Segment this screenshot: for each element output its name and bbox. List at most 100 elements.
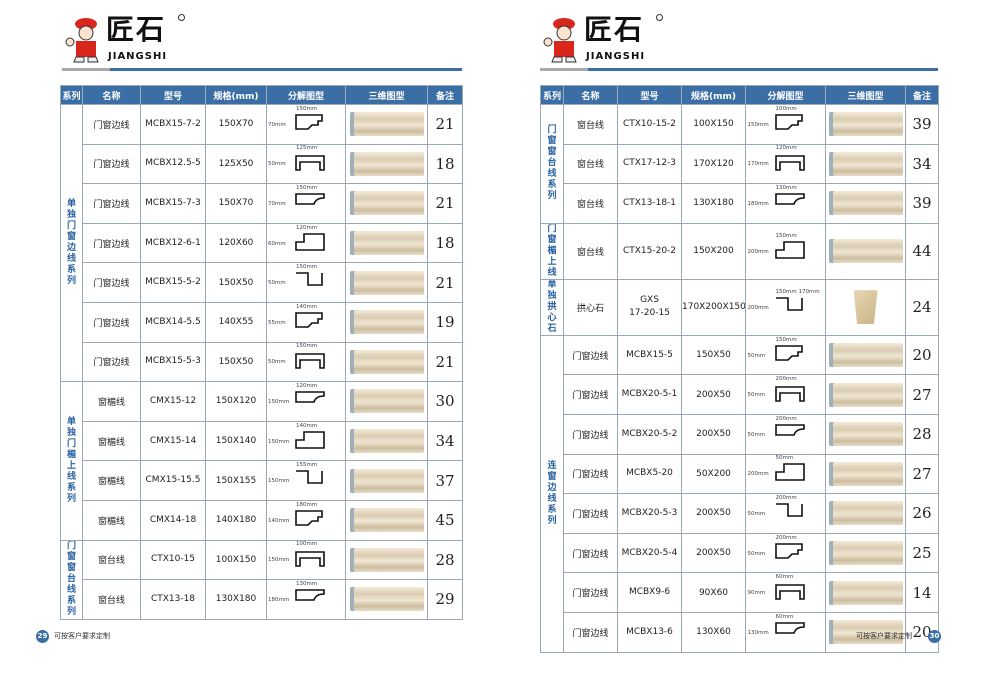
product-model: MCBX20-5-2 bbox=[617, 413, 682, 455]
3d-render bbox=[345, 460, 428, 501]
product-note: 30 bbox=[427, 381, 463, 422]
table-row: 门窗边线 MCBX20-5-3 200X50 200mm 50mm 26 bbox=[541, 493, 939, 534]
molding-image bbox=[349, 587, 424, 612]
profile-drawing: 100mm 150mm bbox=[745, 104, 826, 145]
product-name: 门窗边线 bbox=[82, 341, 141, 383]
profile-outline-icon bbox=[774, 344, 803, 361]
product-spec: 150X50 bbox=[681, 334, 746, 376]
product-model: CMX14-18 bbox=[140, 499, 206, 541]
profile-drawing: 150mm 50mm bbox=[266, 262, 346, 303]
profile-outline-icon bbox=[295, 193, 325, 205]
product-model: GXS 17-20-15 bbox=[617, 278, 682, 336]
profile-drawing: 150mm 50mm bbox=[266, 341, 346, 383]
table-row: 门窗窗台线系列 窗台线 CTX10-15-2 100X150 100mm 150mm 39 bbox=[540, 104, 939, 224]
column-header-series: 系列 bbox=[60, 85, 83, 105]
table-row: 门窗边线 MCBX12-6-1 120X60 120mm 60mm 18 bbox=[61, 222, 463, 264]
product-note: 34 bbox=[905, 143, 939, 185]
table-row: 门窗边线 MCBX12.5-5 125X50 125mm 50mm 18 bbox=[61, 143, 463, 185]
profile-drawing: 100mm 150mm bbox=[266, 539, 346, 581]
product-model: MCBX15-7-2 bbox=[140, 104, 206, 145]
catalog-page-left: 匠石 JIANGSHI 系列 名称 型号 规格(mm) 分解图型 三维图型 备注 单独门窗边线… bbox=[36, 13, 463, 643]
dimension-height: 200mm bbox=[747, 248, 769, 255]
product-spec: 140X55 bbox=[205, 301, 267, 343]
table-row: 窗台线 CTX13-18-1 130X180 130mm 180mm 39 bbox=[541, 183, 939, 224]
3d-render bbox=[825, 374, 906, 415]
profile-outline-icon bbox=[774, 584, 805, 600]
profile-drawing: 150mm 170mm 200mm bbox=[745, 278, 826, 336]
dimension-height: 130mm bbox=[747, 629, 769, 636]
table-row: 门窗边线 MCBX15-5-2 150X50 150mm 50mm 21 bbox=[61, 262, 463, 303]
product-name: 门窗边线 bbox=[563, 611, 618, 653]
series-cell: 门窗窗台线系列 bbox=[60, 539, 83, 620]
header-rule bbox=[62, 68, 462, 71]
footer-text: 可按客户要求定制 bbox=[856, 632, 912, 640]
molding-image bbox=[349, 508, 424, 533]
product-model: MCBX20-5-3 bbox=[617, 493, 682, 534]
product-spec: 150X70 bbox=[205, 183, 267, 224]
3d-render bbox=[345, 262, 428, 303]
dimension-height: 50mm bbox=[747, 550, 766, 557]
profile-drawing: 120mm 60mm bbox=[266, 222, 346, 264]
product-spec: 150X140 bbox=[205, 420, 267, 462]
series-label: 门窗楣上线 bbox=[547, 223, 557, 278]
molding-image bbox=[349, 112, 424, 137]
3d-render bbox=[345, 183, 428, 224]
product-spec: 150X70 bbox=[205, 104, 267, 145]
series-label: 门窗窗台线系列 bbox=[66, 541, 76, 618]
product-spec: 150X200 bbox=[681, 222, 746, 280]
column-header-note: 备注 bbox=[905, 85, 939, 105]
dimension-height: 50mm bbox=[747, 392, 766, 399]
product-name: 窗楣线 bbox=[82, 460, 141, 501]
column-header-note: 备注 bbox=[427, 85, 463, 105]
product-table: 系列 名称 型号 规格(mm) 分解图型 三维图型 备注 单独门窗边线系列 门窗边线 MCBX15… bbox=[60, 85, 463, 620]
3d-render bbox=[345, 539, 428, 581]
header-rule bbox=[540, 68, 938, 71]
product-model: CTX15-20-2 bbox=[617, 222, 682, 280]
product-note: 26 bbox=[905, 493, 939, 534]
3d-render bbox=[345, 420, 428, 462]
product-spec: 200X50 bbox=[681, 374, 746, 415]
profile-outline-icon bbox=[775, 296, 803, 311]
product-note: 27 bbox=[905, 374, 939, 415]
brand-logo: 匠石 JIANGSHI bbox=[542, 14, 666, 66]
brand-name-cn: 匠石 bbox=[106, 13, 167, 46]
product-spec: 170X120 bbox=[681, 143, 746, 185]
column-header-model: 型号 bbox=[140, 85, 206, 105]
product-note: 39 bbox=[905, 104, 939, 145]
profile-outline-icon bbox=[774, 621, 805, 634]
series-label: 单独拱心石 bbox=[547, 279, 557, 334]
molding-image bbox=[349, 191, 424, 216]
product-name: 门窗边线 bbox=[563, 453, 618, 495]
3d-render bbox=[345, 104, 428, 145]
product-model: MCBX14-5.5 bbox=[140, 301, 206, 343]
table-row: 门窗边线 MCBX9-6 90X60 60mm 90mm 14 bbox=[541, 572, 939, 613]
product-note: 20 bbox=[905, 334, 939, 376]
profile-drawing: 155mm 150mm bbox=[266, 460, 346, 501]
dimension-width: 200mm bbox=[775, 415, 797, 422]
table-row: 门窗边线 MCBX15-5-3 150X50 150mm 50mm 21 bbox=[61, 341, 463, 383]
profile-drawing: 120mm 150mm bbox=[266, 381, 346, 422]
column-header-3d-render: 三维图型 bbox=[345, 85, 428, 105]
product-name: 门窗边线 bbox=[82, 104, 141, 145]
product-spec: 150X155 bbox=[205, 460, 267, 501]
product-model: MCBX15-5-3 bbox=[140, 341, 206, 383]
3d-render bbox=[825, 453, 906, 495]
dimension-height: 170mm bbox=[747, 161, 769, 168]
molding-image bbox=[828, 541, 903, 566]
profile-drawing: 120mm 170mm bbox=[745, 143, 826, 185]
dimension-height: 200mm bbox=[747, 471, 769, 478]
product-table: 系列 名称 型号 规格(mm) 分解图型 三维图型 备注 门窗窗台线系列 窗台线 CTX10-15… bbox=[540, 85, 939, 653]
product-model: CMX15-14 bbox=[140, 420, 206, 462]
product-name: 窗台线 bbox=[563, 222, 618, 280]
molding-image bbox=[828, 382, 903, 407]
product-name: 门窗边线 bbox=[82, 301, 141, 343]
product-model: MCBX20-5-4 bbox=[617, 532, 682, 574]
3d-render bbox=[345, 499, 428, 541]
footer-text: 可按客户要求定制 bbox=[54, 632, 110, 640]
profile-drawing: 200mm 50mm bbox=[745, 413, 826, 455]
dimension-height: 140mm bbox=[268, 517, 290, 524]
profile-outline-icon bbox=[774, 155, 805, 172]
dimension-height: 70mm bbox=[268, 121, 286, 128]
product-name: 门窗边线 bbox=[563, 532, 618, 574]
dimension-width: 100mm bbox=[296, 541, 318, 548]
